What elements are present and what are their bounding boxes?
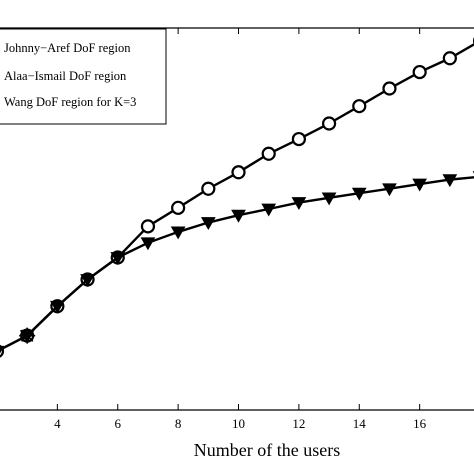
legend-entry-alaa-ismail: Alaa−Ismail DoF region xyxy=(4,69,127,83)
data-point xyxy=(442,51,457,66)
series-line xyxy=(0,176,474,352)
data-point xyxy=(352,99,367,114)
data-point xyxy=(0,345,5,354)
data-point xyxy=(442,174,458,188)
series-layer xyxy=(0,37,474,358)
x-tick-label: 4 xyxy=(54,416,61,431)
data-point xyxy=(321,116,337,131)
x-tick-label: 16 xyxy=(413,416,427,431)
data-point xyxy=(140,219,156,234)
data-point xyxy=(382,81,397,96)
data-point xyxy=(170,226,186,240)
legend-box xyxy=(0,28,167,125)
data-point xyxy=(321,192,337,206)
x-tick-label: 6 xyxy=(114,416,121,431)
legend-entry-johnny-aref: Johnny−Aref DoF region xyxy=(4,41,131,55)
x-tick-label: 12 xyxy=(292,416,305,431)
data-point xyxy=(382,183,397,197)
x-tick-label: 10 xyxy=(232,416,245,431)
data-point xyxy=(171,200,186,215)
data-point xyxy=(291,197,307,211)
data-point xyxy=(80,274,95,288)
x-tick-label: 14 xyxy=(353,416,367,431)
legend: Johnny−Aref DoF region Alaa−Ismail DoF r… xyxy=(0,28,167,125)
legend-entry-wang: Wang DoF region for K=3 xyxy=(4,95,136,109)
data-point xyxy=(110,252,126,266)
x-axis-title: Number of the users xyxy=(194,440,340,460)
data-point xyxy=(140,237,156,251)
data-point xyxy=(261,203,277,217)
data-point xyxy=(351,187,367,201)
data-point xyxy=(201,181,216,196)
data-point xyxy=(231,209,246,223)
data-point xyxy=(291,131,306,147)
series-1 xyxy=(0,171,474,354)
data-point xyxy=(261,146,276,161)
data-point xyxy=(50,300,65,314)
data-point xyxy=(231,165,246,180)
plot-area xyxy=(0,27,474,411)
x-tick-label: 8 xyxy=(175,416,182,431)
data-point xyxy=(412,178,428,192)
series-2 xyxy=(19,327,36,344)
data-point xyxy=(200,217,216,231)
data-point xyxy=(412,64,427,80)
data-point xyxy=(19,327,36,344)
x-ticks: 4 6 8 10 12 14 16 xyxy=(54,28,427,431)
